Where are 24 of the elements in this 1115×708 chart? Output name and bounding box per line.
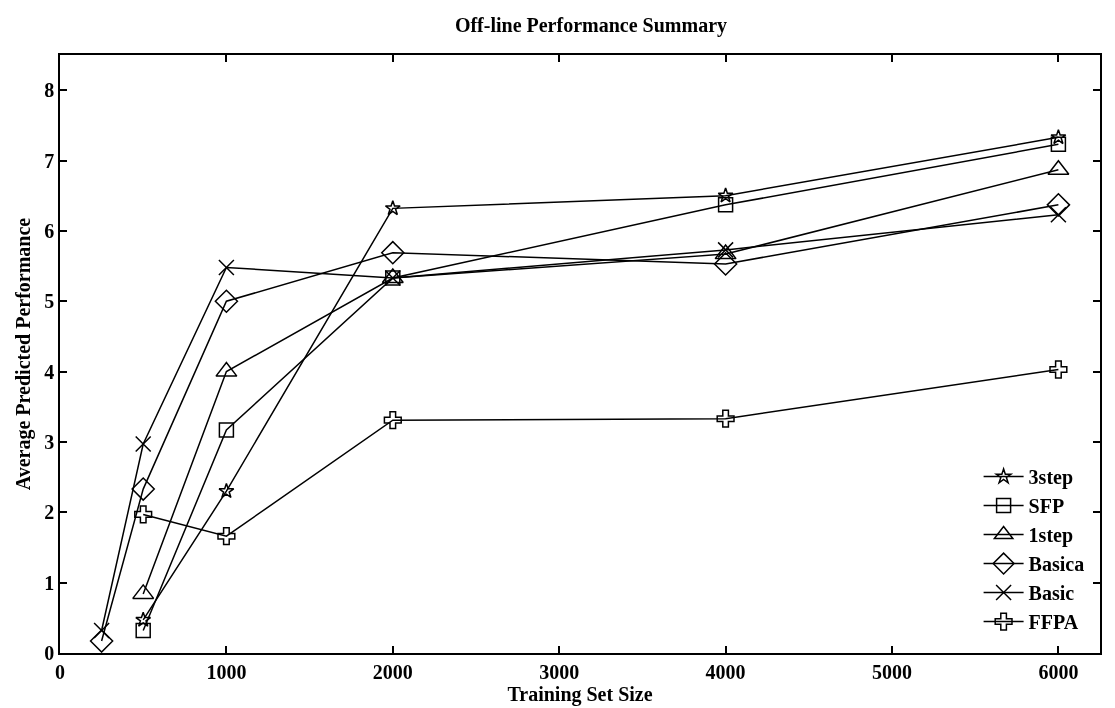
x-tick-label: 1000 [206,660,247,683]
legend-label: 3step [1028,466,1074,490]
y-tick-label: 3 [44,430,55,453]
y-tick-label: 5 [44,290,55,313]
y-tick-label: 2 [44,501,55,524]
y-axis-title: Average Predicted Performance [12,217,36,491]
y-tick-label: 0 [44,642,55,664]
y-tick-label: 1 [44,571,55,594]
y-tick-label: 6 [44,219,55,242]
legend-label: Basica [1028,553,1085,576]
chart-title: Off-line Performance Summary [454,13,728,37]
legend-label: Basic [1028,582,1075,605]
y-tick-label: 7 [44,149,55,172]
x-tick-label: 2000 [372,660,413,683]
legend-label: 1step [1028,524,1074,548]
y-tick-label: 8 [44,79,55,102]
y-tick-label: 4 [44,360,55,383]
legend-label: SFP [1028,495,1065,518]
x-tick-label: 4000 [705,660,746,683]
x-axis-title: Training Set Size [507,682,653,706]
x-tick-label: 6000 [1038,660,1079,683]
x-tick-label: 3000 [539,660,580,683]
x-tick-label: 5000 [872,660,912,683]
legend-label: FFPA [1028,611,1079,634]
